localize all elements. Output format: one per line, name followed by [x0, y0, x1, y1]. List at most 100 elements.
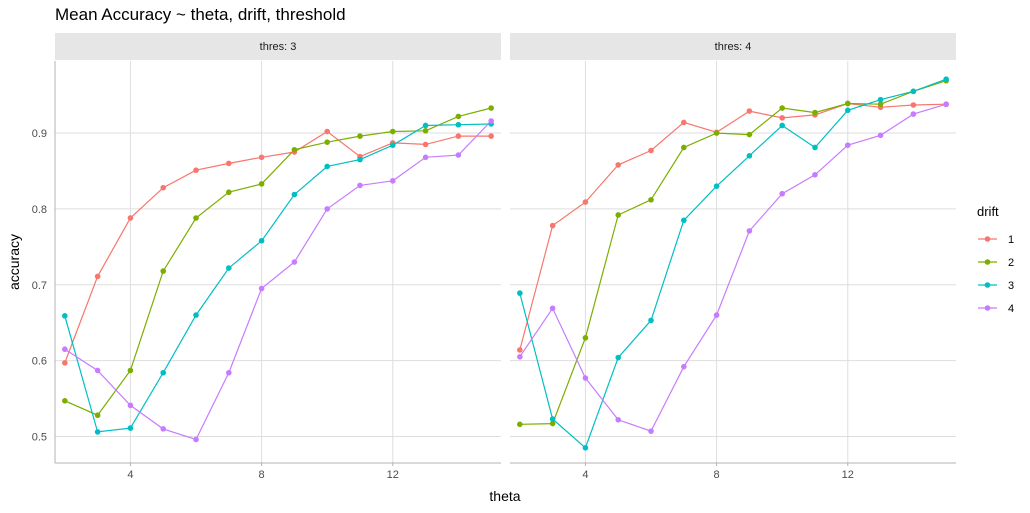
data-point-drift-4	[746, 228, 753, 234]
data-point-drift-3	[258, 237, 265, 244]
data-point-drift-2	[648, 197, 654, 203]
data-point-drift-2	[422, 127, 429, 134]
data-point-drift-2	[324, 139, 330, 145]
series-line-drift-3	[64, 123, 492, 433]
data-point-drift-4	[127, 402, 134, 409]
data-point-drift-3	[615, 354, 622, 361]
data-point-drift-2	[488, 105, 494, 111]
data-point-drift-2	[877, 101, 884, 108]
data-point-drift-1	[648, 147, 654, 154]
data-point-drift-4	[455, 152, 462, 158]
data-point-drift-1	[226, 160, 232, 167]
data-point-drift-4	[193, 436, 199, 443]
data-point-drift-3	[226, 265, 232, 271]
x-tick-label: 4	[127, 469, 133, 481]
series-line-drift-2	[519, 80, 947, 425]
data-point-drift-4	[324, 206, 330, 212]
series-line-drift-2	[64, 107, 492, 416]
x-tick-label: 4	[582, 469, 588, 481]
y-ticks: 0.5 0.6 0.7 0.8 0.9	[32, 128, 47, 443]
data-point-drift-1	[193, 167, 199, 174]
legend-label: 4	[1008, 303, 1014, 315]
data-point-drift-2	[389, 128, 396, 135]
series-line-drift-3	[519, 78, 947, 449]
data-point-drift-4	[517, 354, 523, 360]
x-ticks: 4 8 12	[582, 463, 854, 481]
data-point-drift-2	[713, 130, 720, 136]
legend-label: 3	[1008, 280, 1014, 292]
x-tick-label: 8	[714, 469, 720, 481]
data-point-drift-4	[812, 171, 818, 178]
data-point-drift-3	[910, 88, 917, 95]
data-point-drift-3	[517, 290, 523, 296]
y-tick-label: 0.5	[32, 431, 47, 443]
data-point-drift-1	[94, 273, 101, 280]
data-point-drift-3	[779, 122, 785, 129]
x-tick-label: 12	[387, 469, 399, 481]
data-point-drift-2	[226, 189, 232, 196]
series-group	[517, 76, 949, 451]
x-axis-title: theta	[489, 488, 520, 504]
data-point-drift-4	[582, 375, 589, 381]
grid	[55, 61, 501, 463]
data-point-drift-3	[324, 163, 330, 170]
legend-key-point	[984, 259, 991, 265]
data-point-drift-3	[193, 312, 199, 318]
y-tick-label: 0.9	[32, 128, 47, 140]
data-point-drift-4	[94, 367, 101, 374]
data-point-drift-2	[455, 113, 462, 120]
data-point-drift-4	[943, 101, 949, 108]
data-point-drift-4	[62, 346, 68, 353]
data-point-drift-2	[812, 109, 818, 116]
data-point-drift-2	[549, 420, 556, 427]
data-point-drift-1	[681, 119, 687, 126]
data-point-drift-3	[943, 76, 949, 83]
x-ticks: 4 8 12	[127, 463, 399, 481]
data-point-drift-3	[127, 425, 134, 431]
legend-title: drift	[977, 204, 999, 219]
data-point-drift-2	[844, 100, 851, 107]
data-point-drift-1	[582, 199, 589, 205]
series-line-drift-1	[64, 130, 492, 364]
data-point-drift-3	[94, 429, 101, 435]
data-point-drift-4	[648, 428, 654, 434]
data-point-drift-2	[94, 412, 101, 419]
data-point-drift-2	[62, 398, 68, 404]
data-point-drift-2	[582, 335, 589, 341]
data-point-drift-1	[517, 347, 523, 353]
data-point-drift-3	[746, 153, 753, 159]
panel-thres-4: thres: 4 4 8 12	[510, 33, 956, 481]
data-point-drift-3	[681, 217, 687, 224]
data-point-drift-3	[389, 142, 396, 148]
data-point-drift-3	[549, 416, 556, 422]
data-point-drift-2	[258, 181, 265, 187]
data-point-drift-2	[746, 131, 753, 138]
legend-label: 2	[1008, 257, 1014, 269]
data-point-drift-4	[615, 416, 622, 423]
data-point-drift-3	[713, 183, 720, 189]
data-point-drift-2	[127, 367, 134, 374]
data-point-drift-3	[812, 144, 818, 151]
data-point-drift-3	[877, 96, 884, 103]
data-point-drift-4	[910, 111, 917, 117]
strip-background	[55, 33, 501, 60]
data-point-drift-3	[648, 317, 654, 324]
strip-label: thres: 4	[715, 41, 752, 53]
data-point-drift-1	[488, 133, 494, 139]
legend: drift 1 2 3 4	[977, 204, 1014, 315]
series-group	[62, 105, 494, 443]
data-point-drift-3	[582, 445, 589, 451]
y-tick-label: 0.8	[32, 204, 47, 216]
data-point-drift-4	[258, 285, 265, 292]
data-point-drift-1	[746, 108, 753, 114]
data-point-drift-4	[877, 132, 884, 139]
strip-label: thres: 3	[260, 41, 297, 53]
x-tick-label: 8	[259, 469, 265, 481]
panel-thres-3: thres: 3 4 8 12	[54, 33, 501, 481]
data-point-drift-3	[455, 121, 462, 128]
data-point-drift-4	[291, 259, 298, 265]
data-point-drift-1	[910, 102, 917, 108]
data-point-drift-4	[713, 312, 720, 318]
data-point-drift-4	[226, 369, 232, 376]
